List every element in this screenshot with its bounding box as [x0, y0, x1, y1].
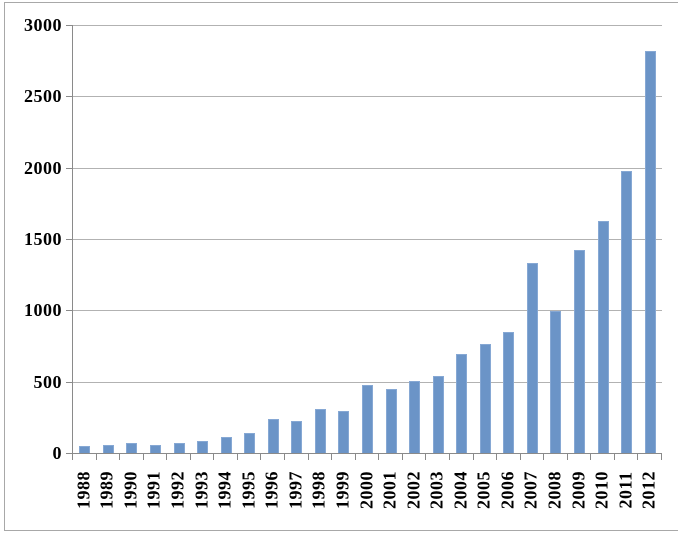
plot-area [72, 25, 662, 454]
x-tick-mark [119, 454, 120, 460]
y-tick-mark [66, 96, 72, 97]
bar-2009 [574, 250, 585, 453]
bar-2012 [645, 51, 656, 453]
y-tick-mark [66, 168, 72, 169]
bar-1988 [79, 446, 90, 453]
bar-1989 [103, 445, 114, 453]
x-axis-label-2011: 2011 [615, 471, 636, 509]
x-tick-mark [637, 454, 638, 460]
gridline-1000 [73, 310, 662, 311]
bar-2010 [598, 221, 609, 453]
x-tick-mark [284, 454, 285, 460]
x-axis-label-1993: 1993 [191, 471, 212, 509]
x-axis-label-1999: 1999 [332, 471, 353, 509]
x-tick-mark [449, 454, 450, 460]
bar-2007 [527, 263, 538, 453]
x-axis-label-2008: 2008 [544, 471, 565, 509]
x-axis-label-2002: 2002 [403, 471, 424, 509]
y-axis-label-1000: 1000 [24, 300, 62, 320]
bar-1997 [291, 421, 302, 453]
bar-1996 [268, 419, 279, 453]
x-axis-label-2005: 2005 [473, 471, 494, 509]
bar-1999 [338, 411, 349, 453]
x-tick-mark [260, 454, 261, 460]
x-axis-label-2012: 2012 [638, 471, 659, 509]
x-tick-mark [331, 454, 332, 460]
y-tick-mark [66, 25, 72, 26]
x-tick-mark [496, 454, 497, 460]
x-tick-mark [166, 454, 167, 460]
x-tick-mark [543, 454, 544, 460]
y-axis-label-2500: 2500 [24, 86, 62, 106]
bar-2005 [480, 344, 491, 453]
x-tick-mark [402, 454, 403, 460]
x-axis-label-2003: 2003 [426, 471, 447, 509]
y-axis-label-1500: 1500 [24, 229, 62, 249]
bar-2000 [362, 385, 373, 453]
gridline-2500 [73, 96, 662, 97]
x-axis-label-2007: 2007 [520, 471, 541, 509]
bar-2008 [550, 311, 561, 453]
x-axis-label-1998: 1998 [308, 471, 329, 509]
x-axis-label-2000: 2000 [356, 471, 377, 509]
bar-2003 [433, 376, 444, 453]
y-axis-label-0: 0 [52, 443, 62, 463]
x-tick-mark [473, 454, 474, 460]
x-tick-mark [567, 454, 568, 460]
x-axis-label-1988: 1988 [73, 471, 94, 509]
bar-1998 [315, 409, 326, 453]
bar-2004 [456, 354, 467, 453]
gridline-500 [73, 382, 662, 383]
y-tick-mark [66, 310, 72, 311]
bar-2011 [621, 171, 632, 453]
x-tick-mark [143, 454, 144, 460]
bar-1995 [244, 433, 255, 453]
x-axis-label-1994: 1994 [214, 471, 235, 509]
x-axis-label-1997: 1997 [285, 471, 306, 509]
x-tick-mark [425, 454, 426, 460]
x-axis-label-2004: 2004 [450, 471, 471, 509]
x-axis-label-2010: 2010 [591, 471, 612, 509]
bar-1993 [197, 441, 208, 453]
x-axis-label-1992: 1992 [167, 471, 188, 509]
y-tick-mark [66, 239, 72, 240]
x-axis-label-1991: 1991 [143, 471, 164, 509]
x-tick-mark [661, 454, 662, 460]
y-tick-mark [66, 453, 72, 454]
gridline-1500 [73, 239, 662, 240]
x-axis-label-1990: 1990 [120, 471, 141, 509]
x-tick-mark [190, 454, 191, 460]
x-axis-label-1989: 1989 [96, 471, 117, 509]
x-axis-label-1995: 1995 [238, 471, 259, 509]
gridline-2000 [73, 168, 662, 169]
bar-1994 [221, 437, 232, 453]
x-tick-mark [590, 454, 591, 460]
bar-1992 [174, 443, 185, 453]
bar-2001 [386, 389, 397, 453]
x-tick-mark [378, 454, 379, 460]
x-axis-label-2006: 2006 [497, 471, 518, 509]
gridline-3000 [73, 25, 662, 26]
bar-1990 [126, 443, 137, 453]
y-axis-label-500: 500 [33, 372, 62, 392]
x-axis-label-1996: 1996 [261, 471, 282, 509]
bar-2002 [409, 381, 420, 453]
x-axis-label-2001: 2001 [379, 471, 400, 509]
x-axis-label-2009: 2009 [568, 471, 589, 509]
x-tick-mark [355, 454, 356, 460]
bar-1991 [150, 445, 161, 453]
x-tick-mark [237, 454, 238, 460]
bar-2006 [503, 332, 514, 453]
x-tick-mark [308, 454, 309, 460]
x-tick-mark [96, 454, 97, 460]
y-tick-mark [66, 382, 72, 383]
y-axis-label-3000: 3000 [24, 15, 62, 35]
y-axis-label-2000: 2000 [24, 158, 62, 178]
x-tick-mark [614, 454, 615, 460]
x-tick-mark [520, 454, 521, 460]
x-tick-mark [213, 454, 214, 460]
x-tick-mark [72, 454, 73, 460]
